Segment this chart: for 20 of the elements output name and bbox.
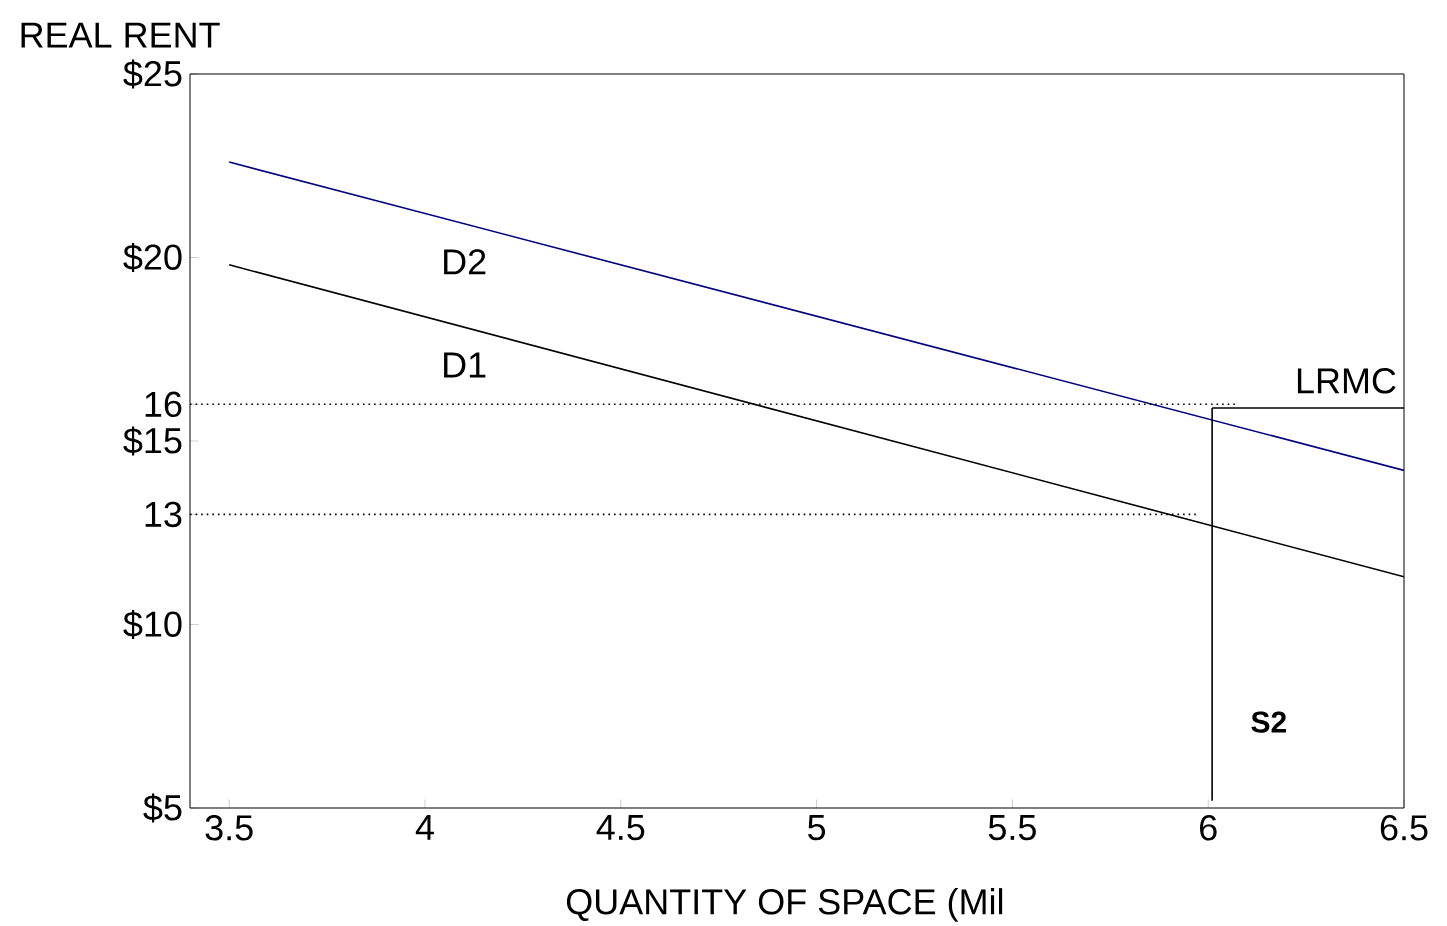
y-tick-label: $20 xyxy=(123,242,182,273)
series-label: S2 xyxy=(1251,711,1286,733)
x-tick-label: 5 xyxy=(808,815,826,841)
series-label: D1 xyxy=(444,352,486,378)
series-label: D2 xyxy=(444,249,486,275)
y-tick-label: 13 xyxy=(145,501,182,528)
x-tick-label: 4.5 xyxy=(596,815,645,841)
x-tick-label: 6 xyxy=(1200,815,1217,841)
y-axis-title: REAL RENT xyxy=(21,22,220,48)
y-tick-label: $5 xyxy=(143,793,182,823)
x-tick-label: 3.5 xyxy=(205,815,253,841)
x-tick-label: 5.5 xyxy=(988,815,1036,841)
series-label: LRMC xyxy=(1297,368,1396,394)
y-tick-label: $15 xyxy=(123,426,182,456)
y-tick-label: $10 xyxy=(123,609,182,640)
x-axis-title: QUANTITY OF SPACE (Mil xyxy=(566,888,1003,922)
y-tick-label: $25 xyxy=(123,59,182,89)
x-tick-label: 6.5 xyxy=(1380,815,1428,841)
x-tick-label: 4 xyxy=(415,815,434,840)
y-tick-label: 16 xyxy=(145,391,182,418)
